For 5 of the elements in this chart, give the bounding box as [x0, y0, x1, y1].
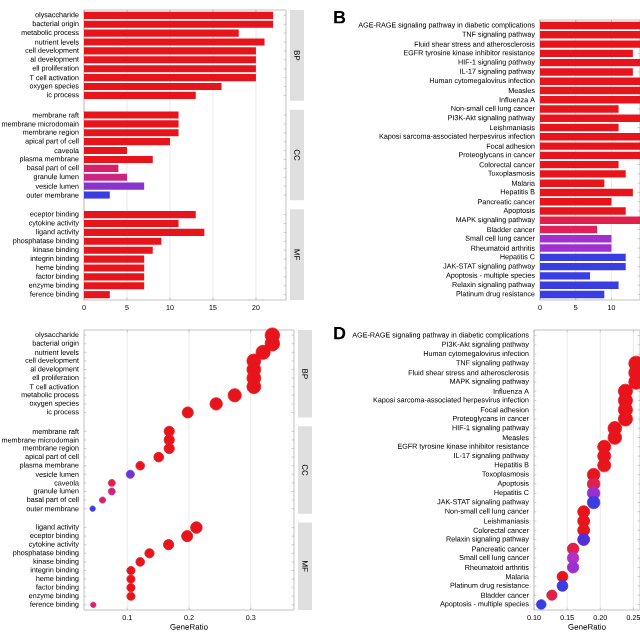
bar	[540, 225, 598, 234]
text: D	[334, 327, 346, 340]
bar	[540, 216, 640, 224]
bar	[540, 253, 626, 262]
text: B	[334, 11, 346, 24]
